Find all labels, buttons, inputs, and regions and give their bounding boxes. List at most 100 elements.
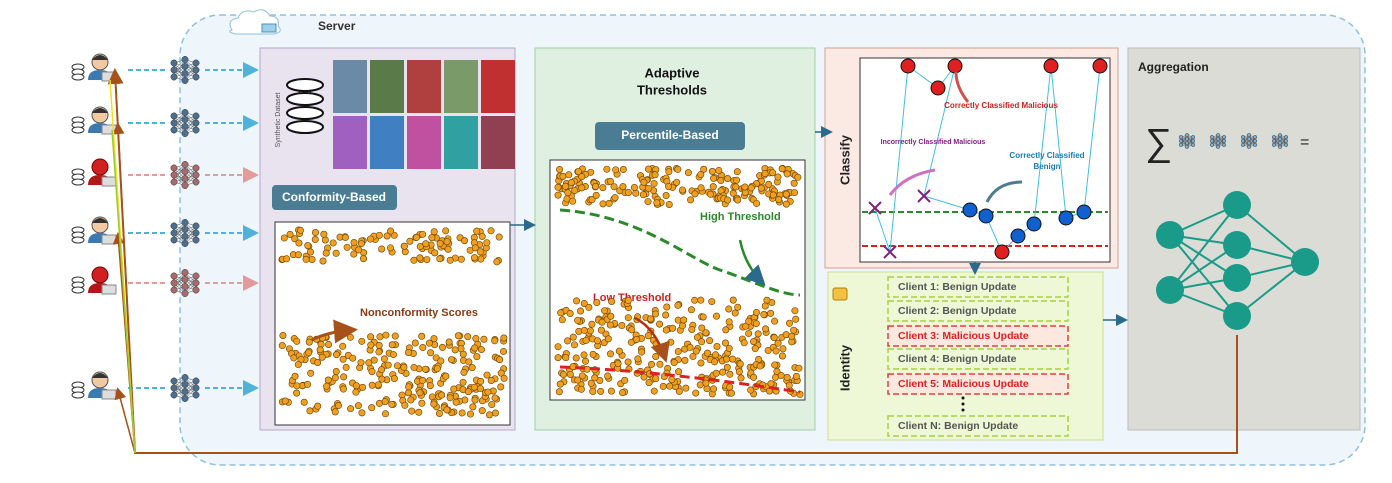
score-dot	[608, 297, 616, 305]
score-dot	[795, 364, 803, 372]
nn-node	[170, 286, 178, 294]
score-dot	[436, 240, 444, 248]
score-dot	[760, 311, 768, 319]
nn-node	[1222, 138, 1227, 144]
score-dot	[588, 320, 596, 328]
score-dot	[762, 325, 770, 333]
nn-node	[170, 391, 178, 399]
score-dot	[779, 345, 787, 353]
score-dot	[352, 382, 360, 390]
score-dot	[621, 376, 629, 384]
score-dot	[497, 383, 505, 391]
score-dot	[294, 361, 302, 369]
score-dot	[471, 344, 479, 352]
score-dot	[378, 366, 386, 374]
score-dot	[782, 200, 790, 208]
score-dot	[339, 385, 347, 393]
dataset-image	[407, 60, 441, 113]
score-dot	[719, 368, 727, 376]
score-dot	[308, 255, 316, 263]
score-dot	[566, 310, 574, 318]
client-update-box	[887, 325, 1069, 347]
nn-node	[1184, 144, 1190, 149]
score-dot	[733, 168, 741, 176]
score-dot	[624, 314, 632, 322]
nn-edge	[1169, 204, 1238, 291]
score-dot	[388, 341, 396, 349]
benign-point	[1076, 204, 1092, 220]
score-dot	[431, 249, 439, 257]
score-dot	[679, 322, 687, 330]
score-dot	[341, 234, 349, 242]
nn-node	[1178, 135, 1183, 140]
client-hair	[92, 218, 108, 223]
score-dot	[304, 380, 312, 388]
nn-node	[170, 126, 178, 134]
nn-node	[1240, 142, 1245, 147]
database-icon	[286, 120, 324, 134]
score-dot	[350, 250, 358, 258]
score-dot	[618, 322, 626, 330]
score-dot	[438, 343, 446, 351]
nn-node	[181, 388, 189, 395]
score-dot	[316, 346, 324, 354]
score-dot	[452, 398, 460, 406]
nn-node	[1246, 144, 1252, 149]
score-dot	[574, 316, 582, 324]
score-dot	[340, 373, 348, 381]
score-dot	[723, 363, 731, 371]
score-dot	[430, 228, 438, 236]
score-dot	[281, 397, 289, 405]
score-dot	[597, 326, 605, 334]
nn-node	[192, 126, 200, 134]
score-dot	[747, 184, 755, 192]
score-dot	[380, 355, 388, 363]
nn-node	[192, 66, 200, 74]
score-dot	[349, 354, 357, 362]
score-dot	[698, 324, 706, 332]
misclassified-mark	[868, 201, 882, 215]
score-dot	[745, 329, 753, 337]
score-dot	[400, 242, 408, 250]
score-dot	[741, 183, 749, 191]
score-dot	[689, 352, 697, 360]
score-dot	[405, 383, 413, 391]
nn-node	[1223, 231, 1251, 259]
score-dot	[632, 189, 640, 197]
annotation-arrow	[738, 239, 766, 286]
score-dot	[628, 326, 636, 334]
score-dot	[416, 389, 424, 397]
score-dot	[400, 363, 408, 371]
nn-node	[170, 236, 178, 244]
score-dot	[630, 183, 638, 191]
score-dot	[750, 373, 758, 381]
score-dot	[597, 387, 605, 395]
nn-node	[1156, 276, 1184, 304]
server-icon	[261, 23, 277, 33]
score-dot	[367, 341, 375, 349]
nn-node	[192, 164, 200, 172]
score-dot	[734, 303, 742, 311]
score-dot	[444, 245, 452, 253]
score-dot	[783, 170, 791, 178]
nn-node	[181, 63, 189, 70]
nn-node	[1277, 133, 1283, 138]
laptop	[101, 234, 117, 245]
score-dot	[478, 407, 486, 415]
score-dot	[698, 338, 706, 346]
score-dot	[295, 239, 303, 247]
score-dot	[278, 342, 286, 350]
score-dot	[564, 337, 572, 345]
nn-node	[192, 171, 200, 179]
score-dot	[305, 338, 313, 346]
score-dot	[401, 401, 409, 409]
score-dot	[725, 305, 733, 313]
nn-node	[1246, 137, 1252, 142]
score-dot	[666, 382, 674, 390]
nn-node	[1209, 142, 1214, 147]
score-dot	[347, 405, 355, 413]
score-dot	[382, 331, 390, 339]
nn-node	[192, 59, 200, 67]
score-dot	[477, 346, 485, 354]
score-dot	[554, 354, 562, 362]
